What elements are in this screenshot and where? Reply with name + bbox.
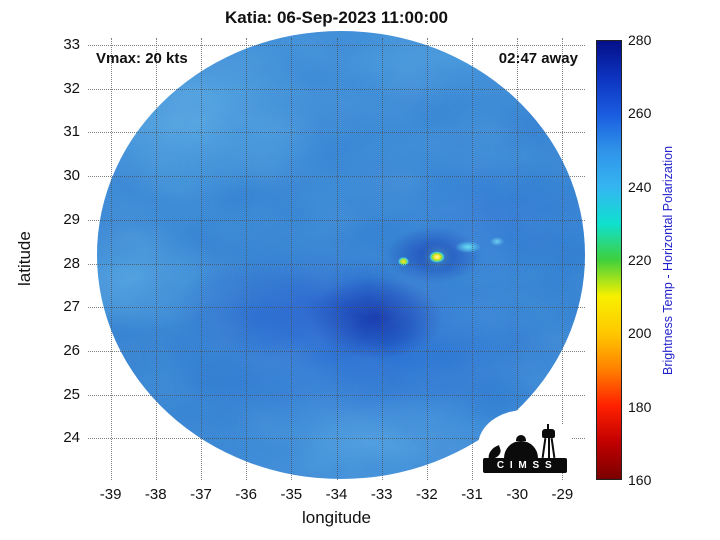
colorbar [596, 40, 622, 480]
time-away-annotation: 02:47 away [498, 50, 578, 67]
x-tick-label: -39 [99, 486, 122, 503]
colorbar-tick-label: 180 [628, 398, 652, 415]
y-tick-label: 25 [63, 385, 80, 403]
y-tick-label: 32 [63, 79, 80, 97]
convection-spot-secondary [398, 257, 409, 266]
water-tower-leg-icon [550, 437, 556, 459]
y-tick-label: 26 [63, 341, 80, 359]
x-tick-label: -35 [280, 486, 303, 503]
x-tick-label: -29 [551, 486, 574, 503]
cloud-noise-texture [97, 31, 585, 479]
x-tick-label: -36 [235, 486, 257, 503]
deep-convection-spot [429, 251, 445, 263]
cimss-logo: C I M S S [478, 410, 572, 482]
y-tick-label: 29 [63, 210, 80, 228]
colorbar-tick-label: 160 [628, 472, 652, 488]
x-tick-label: -30 [506, 486, 529, 503]
cold-cloud-patch-east [490, 237, 504, 246]
satellite-swath [97, 31, 585, 479]
x-tick-label: -32 [416, 486, 438, 503]
colorbar-tick-label: 200 [628, 325, 652, 342]
cimss-logo-text: C I M S S [483, 458, 567, 473]
water-tower-leg-icon [548, 438, 550, 458]
x-tick-label: -38 [144, 486, 167, 503]
observatory-dome-icon [504, 441, 538, 458]
x-tick-label: -33 [370, 486, 393, 503]
y-tick-label: 30 [63, 167, 80, 185]
y-tick-label: 33 [63, 36, 80, 53]
colorbar-tick-label: 260 [628, 105, 652, 122]
dome-cap-icon [516, 435, 526, 441]
x-tick-label: -37 [190, 486, 212, 503]
colorbar-tick-label: 220 [628, 252, 652, 268]
water-tower-leg-icon [541, 437, 547, 459]
chart-title: Katia: 06-Sep-2023 11:00:00 [224, 8, 449, 27]
x-tick-label: -34 [325, 486, 348, 503]
colorbar-tick-label: 280 [628, 32, 652, 48]
water-tower-icon [542, 429, 555, 438]
x-axis-label: longitude [301, 508, 371, 527]
vmax-annotation: Vmax: 20 kts [96, 50, 188, 67]
water-tower-antenna-icon [547, 424, 549, 429]
y-axis-label: latitude [15, 231, 34, 287]
x-tick-label: -31 [461, 486, 483, 503]
cold-cloud-patch [455, 241, 481, 253]
y-tick-label: 27 [63, 298, 80, 316]
y-tick-label: 24 [63, 429, 80, 447]
y-tick-label: 31 [63, 123, 80, 141]
colorbar-tick-label: 240 [628, 178, 652, 195]
y-tick-label: 28 [63, 254, 80, 272]
